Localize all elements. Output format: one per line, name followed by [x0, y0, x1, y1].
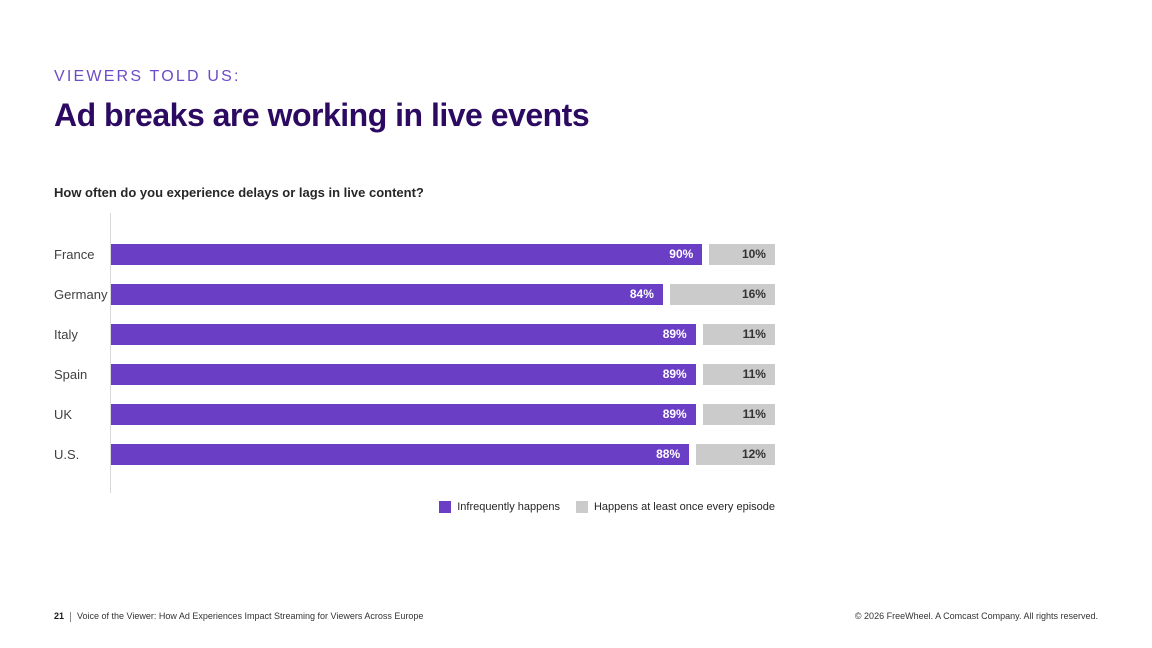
bar-track: 89% 11% [111, 404, 775, 425]
bar-value-label: 89% [662, 327, 687, 341]
legend-label: Happens at least once every episode [593, 501, 775, 513]
category-label: France [54, 247, 95, 262]
bar-chart: France 90% 10% Germany 84% 16% Italy 89% 11% Spai… [54, 244, 775, 484]
chart-legend: Infrequently happens Happens at least onc… [439, 501, 775, 513]
footer-divider [70, 611, 72, 622]
bar-track: 84% 16% [111, 284, 775, 305]
chart-row: Italy 89% 11% [54, 324, 775, 345]
page-title: Ad breaks are working in live events [54, 97, 590, 133]
footer-copyright: © 2026 FreeWheel. A Comcast Company. All… [854, 611, 1098, 621]
page-number: 21 [54, 611, 65, 621]
bar-value-label: 89% [662, 367, 687, 381]
bar-segment-primary: 89% [111, 364, 696, 385]
chart-row: Spain 89% 11% [54, 364, 775, 385]
bar-value-label: 90% [669, 247, 694, 261]
bar-value-label: 89% [662, 407, 687, 421]
bar-segment-secondary: 10% [709, 244, 775, 265]
chart-question: How often do you experience delays or la… [54, 185, 424, 200]
footer-left: 21 Voice of the Viewer: How Ad Experienc… [54, 611, 423, 622]
legend-item: Happens at least once every episode [575, 501, 775, 513]
bar-segment-primary: 89% [111, 324, 696, 345]
eyebrow-label: VIEWERS TOLD US: [54, 68, 241, 85]
category-label: UK [54, 407, 73, 422]
bar-value-label: 11% [742, 407, 766, 421]
bar-value-label: 88% [656, 447, 681, 461]
category-label: Germany [54, 287, 108, 302]
chart-row: France 90% 10% [54, 244, 775, 265]
bar-value-label: 11% [742, 327, 766, 341]
legend-item: Infrequently happens [439, 501, 560, 513]
bar-segment-secondary: 12% [696, 444, 775, 465]
chart-row: UK 89% 11% [54, 404, 775, 425]
category-label: Italy [54, 327, 78, 342]
chart-row: Germany 84% 16% [54, 284, 775, 305]
legend-label: Infrequently happens [457, 501, 560, 513]
category-label: Spain [54, 367, 88, 382]
bar-track: 88% 12% [111, 444, 775, 465]
category-label: U.S. [54, 447, 80, 462]
bar-value-label: 16% [741, 287, 766, 301]
bar-segment-secondary: 16% [669, 284, 775, 305]
bar-value-label: 84% [629, 287, 654, 301]
bar-value-label: 12% [741, 447, 766, 461]
chart-axis-line [110, 213, 111, 493]
bar-track: 89% 11% [111, 364, 775, 385]
bar-value-label: 11% [742, 367, 766, 381]
footer-report-title: Voice of the Viewer: How Ad Experiences … [77, 611, 424, 621]
bar-segment-secondary: 11% [702, 404, 775, 425]
bar-value-label: 10% [741, 247, 766, 261]
bar-segment-primary: 90% [111, 244, 703, 265]
chart-row: U.S. 88% 12% [54, 444, 775, 465]
bar-segment-primary: 84% [111, 284, 663, 305]
bar-segment-primary: 88% [111, 444, 690, 465]
legend-swatch-icon [439, 501, 452, 513]
bar-track: 89% 11% [111, 324, 775, 345]
bar-segment-primary: 89% [111, 404, 696, 425]
bar-segment-secondary: 11% [702, 364, 775, 385]
bar-segment-secondary: 11% [702, 324, 775, 345]
legend-swatch-icon [575, 501, 588, 513]
bar-track: 90% 10% [111, 244, 775, 265]
